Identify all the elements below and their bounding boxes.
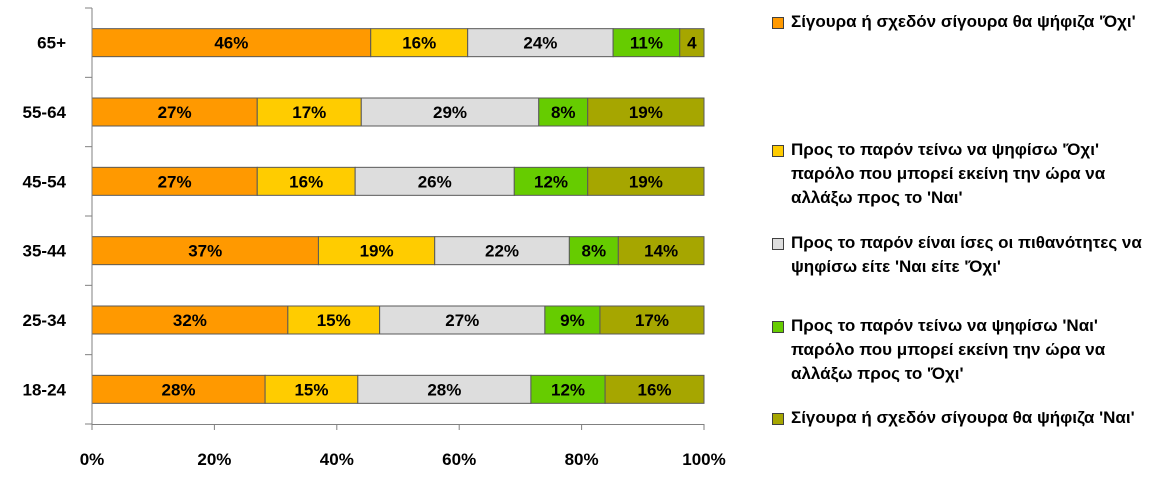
bars-layer: 46% 16% 24% 11% 4 27% 17% 29% 8% 19% 27% 16% 26% 12% 1…	[91, 28, 705, 404]
axes: 65+ 55-64 45-54 35-44 25-34 18-24 0% 20% 40% 60% 8…	[23, 7, 726, 469]
bar-segment	[538, 97, 589, 127]
bar-segment	[91, 97, 258, 127]
bar-data-label: 16%	[289, 172, 323, 191]
bar-data-label: 17%	[635, 311, 669, 330]
bar-segment	[587, 166, 705, 196]
bar-data-label: 15%	[294, 380, 328, 399]
y-tick-label: 35-44	[23, 242, 67, 261]
bar-segment	[587, 97, 705, 127]
bar-data-label: 46%	[214, 34, 248, 53]
bar-data-label: 11%	[630, 34, 663, 53]
bar-segment	[568, 236, 619, 266]
bar-data-label: 28%	[162, 380, 196, 399]
bar-data-label: 16%	[402, 34, 436, 53]
y-tick-label: 18-24	[23, 380, 67, 399]
y-tick-label: 65+	[37, 34, 66, 53]
bar-data-label: 9%	[560, 311, 585, 330]
x-tick-label: 20%	[197, 450, 231, 469]
bar-data-label: 24%	[523, 34, 557, 53]
legend-swatch	[772, 17, 784, 29]
bar-data-label: 15%	[317, 311, 351, 330]
bar-data-label: 29%	[433, 103, 467, 122]
bar-segment	[256, 97, 362, 127]
legend-swatch	[772, 321, 784, 333]
bar-data-label: 37%	[188, 242, 222, 261]
bar-segment	[370, 28, 469, 58]
bar-segment	[354, 166, 515, 196]
bar-data-label: 19%	[629, 172, 663, 191]
bar-segment	[357, 374, 532, 404]
legend-label: Προς το παρόν τείνω να ψηφίσω 'Ναι' παρό…	[791, 316, 1106, 383]
bar-data-label: 27%	[158, 172, 192, 191]
legend-label: Σίγουρα ή σχεδόν σίγουρα θα ψήφιζα 'Ναι'	[791, 408, 1135, 427]
bar-segment	[379, 305, 546, 335]
legend-swatch	[772, 145, 784, 157]
bar-segment	[434, 236, 570, 266]
bar-segment	[360, 97, 540, 127]
legend-swatch	[772, 413, 784, 425]
bar-segment	[91, 374, 266, 404]
legend-item-lean-yes: Προς το παρόν τείνω να ψηφίσω 'Ναι' παρό…	[772, 314, 1157, 386]
x-tick-label: 80%	[565, 450, 599, 469]
bar-data-label: 27%	[158, 103, 192, 122]
bar-data-label: 27%	[445, 311, 479, 330]
y-tick-label: 45-54	[23, 172, 67, 191]
bar-segment	[287, 305, 381, 335]
bar-data-label: 32%	[173, 311, 207, 330]
bar-data-label: 19%	[629, 103, 663, 122]
bar-data-label: 17%	[292, 103, 326, 122]
bar-segment	[91, 166, 258, 196]
bar-data-label: 19%	[360, 242, 394, 261]
bar-segment	[91, 305, 289, 335]
bar-segment	[467, 28, 614, 58]
bar-data-label: 8%	[551, 103, 576, 122]
bar-data-label: 16%	[638, 380, 672, 399]
legend-swatch	[772, 238, 784, 250]
legend-label: Σίγουρα ή σχεδόν σίγουρα θα ψήφιζα 'Όχι'	[791, 12, 1136, 31]
bar-segment	[530, 374, 606, 404]
bar-data-label: 26%	[418, 172, 452, 191]
legend-label: Προς το παρόν είναι ίσες οι πιθανότητες …	[791, 233, 1142, 276]
legend-item-definitely-no: Σίγουρα ή σχεδόν σίγουρα θα ψήφιζα 'Όχι'	[772, 10, 1157, 34]
x-tick-label: 0%	[80, 450, 105, 469]
bar-data-label: 12%	[551, 380, 585, 399]
bar-data-label: 14%	[644, 242, 678, 261]
bar-segment	[599, 305, 705, 335]
bar-data-label: 8%	[582, 242, 607, 261]
x-tick-label: 60%	[442, 450, 476, 469]
bar-segment	[544, 305, 601, 335]
legend-item-lean-no: Προς το παρόν τείνω να ψηφίσω 'Όχι' παρό…	[772, 138, 1157, 210]
bar-segment	[604, 374, 705, 404]
legend-label: Προς το παρόν τείνω να ψηφίσω 'Όχι' παρό…	[791, 140, 1106, 207]
y-tick-label: 55-64	[23, 103, 67, 122]
x-tick-label: 100%	[682, 450, 725, 469]
bar-data-label: 4	[687, 34, 697, 53]
bar-segment	[91, 28, 372, 58]
legend-item-equal: Προς το παρόν είναι ίσες οι πιθανότητες …	[772, 231, 1157, 279]
bar-data-label: 12%	[534, 172, 568, 191]
bar-segment	[679, 28, 705, 58]
bar-segment	[617, 236, 705, 266]
bar-data-label: 22%	[485, 242, 519, 261]
bar-segment	[513, 166, 589, 196]
y-tick-label: 25-34	[23, 311, 67, 330]
bar-data-label: 28%	[427, 380, 461, 399]
legend-item-definitely-yes: Σίγουρα ή σχεδόν σίγουρα θα ψήφιζα 'Ναι'	[772, 406, 1157, 430]
x-tick-label: 40%	[320, 450, 354, 469]
